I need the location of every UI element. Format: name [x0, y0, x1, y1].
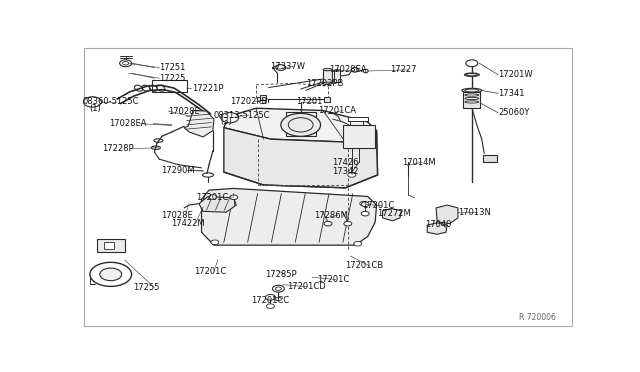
Text: 17227: 17227 [390, 65, 417, 74]
Text: 17341: 17341 [498, 89, 525, 98]
Circle shape [90, 262, 132, 286]
Ellipse shape [462, 88, 482, 93]
Text: 17342: 17342 [332, 167, 358, 176]
Circle shape [100, 268, 122, 280]
Bar [343, 125, 375, 148]
Circle shape [266, 294, 275, 300]
Text: R 720006: R 720006 [519, 313, 556, 322]
Text: 17201CA: 17201CA [318, 106, 356, 115]
Bar [324, 97, 330, 102]
Bar [463, 92, 480, 108]
Text: 17202PB: 17202PB [230, 97, 268, 106]
Polygon shape [436, 205, 458, 224]
Circle shape [466, 60, 478, 67]
Bar [286, 112, 316, 136]
Bar [104, 242, 114, 248]
Circle shape [266, 304, 275, 308]
Text: 17201C: 17201C [362, 201, 394, 210]
Polygon shape [199, 196, 236, 212]
Text: 17228P: 17228P [102, 144, 134, 153]
Circle shape [209, 195, 217, 199]
Text: 17422M: 17422M [171, 219, 204, 228]
Circle shape [221, 112, 239, 123]
Text: 17040: 17040 [425, 220, 451, 229]
Bar [260, 95, 266, 100]
Text: 17014M: 17014M [403, 158, 436, 167]
Text: 17201C: 17201C [194, 267, 227, 276]
Text: 17285P: 17285P [265, 270, 296, 279]
Circle shape [273, 285, 284, 292]
Bar [483, 155, 497, 162]
Bar [152, 80, 187, 92]
Text: 17028EA: 17028EA [109, 119, 147, 128]
Polygon shape [383, 208, 401, 221]
Circle shape [344, 221, 352, 226]
Polygon shape [224, 108, 376, 142]
Text: 17426: 17426 [332, 158, 358, 167]
Text: 08360-5125C: 08360-5125C [83, 97, 139, 106]
Text: 17201CB: 17201CB [346, 261, 383, 270]
Circle shape [361, 202, 369, 206]
Text: 17290M: 17290M [161, 166, 195, 175]
Ellipse shape [465, 73, 479, 76]
Ellipse shape [323, 68, 332, 71]
Text: 17221P: 17221P [191, 84, 223, 93]
Text: 17225: 17225 [159, 74, 186, 83]
Text: 08313-5125C: 08313-5125C [214, 110, 271, 120]
Circle shape [83, 97, 101, 107]
Text: (3): (3) [220, 118, 232, 126]
Circle shape [276, 65, 286, 70]
Bar [348, 117, 368, 121]
Text: 17028E: 17028E [161, 211, 193, 219]
Circle shape [324, 221, 332, 226]
Text: 17255: 17255 [134, 283, 160, 292]
Text: 17286M: 17286M [314, 211, 348, 219]
Text: 17028EA: 17028EA [330, 65, 367, 74]
Text: 17272M: 17272M [376, 209, 410, 218]
Text: (1): (1) [89, 104, 100, 113]
Circle shape [120, 60, 132, 67]
Bar [334, 70, 340, 82]
Polygon shape [428, 223, 447, 234]
Circle shape [230, 195, 237, 200]
Circle shape [281, 113, 321, 136]
Ellipse shape [351, 68, 358, 72]
Text: 17028E: 17028E [168, 107, 200, 116]
Polygon shape [184, 110, 214, 137]
Text: 25060Y: 25060Y [498, 108, 529, 117]
Circle shape [361, 211, 369, 216]
Polygon shape [202, 189, 376, 245]
Polygon shape [224, 128, 378, 188]
Text: 17201C: 17201C [317, 275, 349, 284]
Text: 17201: 17201 [296, 97, 322, 106]
Circle shape [348, 173, 356, 177]
Bar [97, 238, 125, 252]
Circle shape [360, 201, 368, 206]
Text: 17013N: 17013N [458, 208, 491, 217]
Circle shape [211, 240, 219, 244]
Text: 17201CD: 17201CD [287, 282, 326, 291]
Circle shape [354, 241, 362, 246]
Text: 17201C: 17201C [196, 193, 229, 202]
Ellipse shape [364, 69, 368, 73]
Circle shape [275, 297, 282, 301]
Bar [323, 70, 332, 83]
Text: 17251: 17251 [159, 63, 186, 72]
Text: 17202PB: 17202PB [306, 79, 343, 88]
Text: 17201CC: 17201CC [251, 296, 289, 305]
Text: 17337W: 17337W [270, 62, 305, 71]
Text: 17201W: 17201W [498, 70, 532, 79]
Ellipse shape [323, 82, 332, 84]
